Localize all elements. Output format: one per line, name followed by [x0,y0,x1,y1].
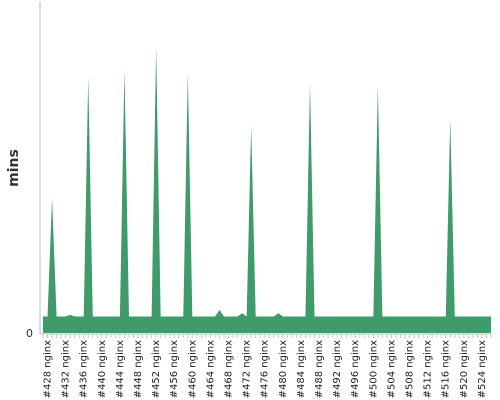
x-tick-label: #520 nginx [459,340,470,398]
x-tick-label: #484 nginx [296,340,307,398]
x-tick-label: #432 nginx [61,340,72,398]
x-tick-label: #524 nginx [477,340,488,398]
x-tick-label: #464 nginx [205,340,216,398]
x-tick-label: #476 nginx [260,340,271,398]
x-tick-label: #440 nginx [97,340,108,398]
x-tick-label: #456 nginx [169,340,180,398]
x-tick-label: #508 nginx [405,340,416,398]
x-tick-label: #496 nginx [350,340,361,398]
x-tick-label: #516 nginx [441,340,452,398]
build-duration-area [43,46,491,334]
y-tick-label-0: 0 [26,327,33,340]
x-tick-label: #452 nginx [151,340,162,398]
x-tick-label: #500 nginx [368,340,379,398]
x-tick-label: #468 nginx [224,340,235,398]
x-tick-label: #512 nginx [423,340,434,398]
x-tick-label: #504 nginx [386,340,397,398]
y-axis-title: mins [6,149,22,187]
x-tick-label: #428 nginx [43,340,54,398]
x-tick-label: #488 nginx [314,340,325,398]
x-tick-labels: #428 nginx #432 nginx #436 nginx #440 nginx… [43,340,488,398]
x-tick-label: #444 nginx [115,340,126,398]
x-tick-label: #448 nginx [133,340,144,398]
x-tick-label: #436 nginx [79,340,90,398]
x-tick-marks [42,334,492,338]
x-tick-label: #460 nginx [187,340,198,398]
x-tick-label: #480 nginx [278,340,289,398]
x-tick-label: #472 nginx [242,340,253,398]
x-tick-label: #492 nginx [332,340,343,398]
